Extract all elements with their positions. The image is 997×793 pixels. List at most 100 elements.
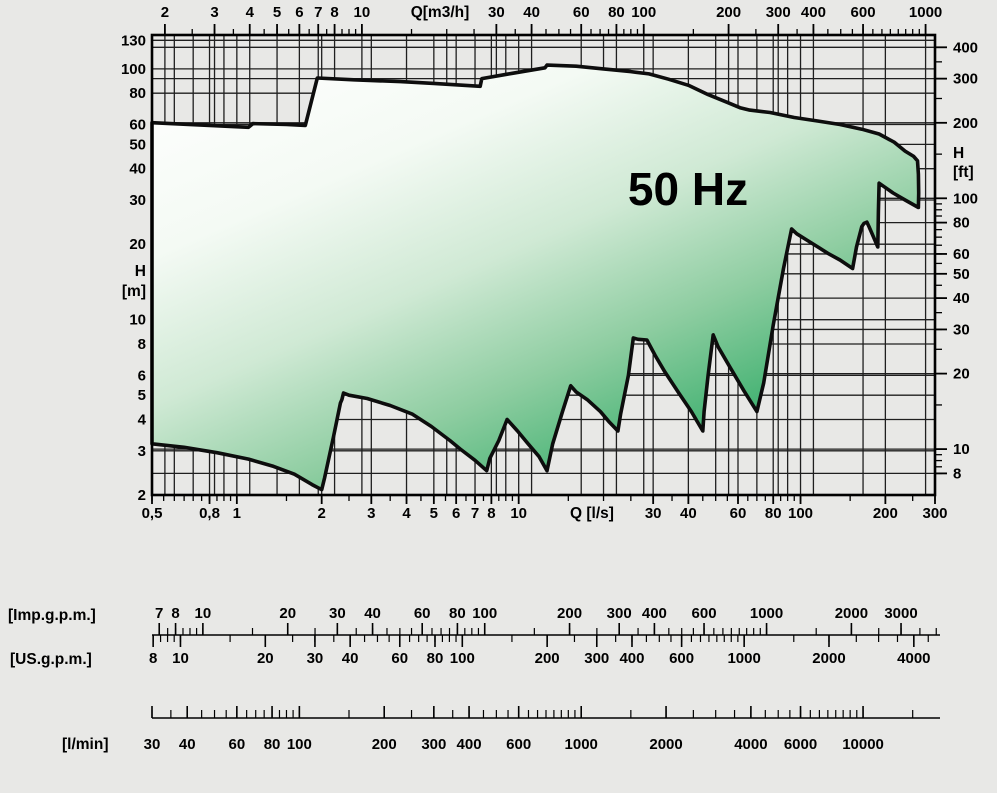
scale-label-imp-gpm: [Imp.g.p.m.] xyxy=(8,607,96,624)
tick-label: 100 xyxy=(121,61,146,78)
tick-label: 30 xyxy=(953,321,970,338)
tick-label: 100 xyxy=(953,190,978,207)
tick-label: 40 xyxy=(953,290,970,307)
tick-label: 10 xyxy=(354,4,371,21)
tick-label: 7 xyxy=(314,4,322,21)
tick-label: 5 xyxy=(430,505,438,522)
tick-label: 10 xyxy=(129,312,146,329)
tick-label: 20 xyxy=(129,236,146,253)
tick-label: 4 xyxy=(138,412,147,429)
axis-right: 8 10 20 30 40 50 60 80 100 200 300 400 H [ft] xyxy=(935,39,978,482)
tick-label: 4 xyxy=(402,505,411,522)
tick-label: 30 xyxy=(129,192,146,209)
tick-label: 80 xyxy=(953,215,970,232)
tick-label: 3 xyxy=(210,4,218,21)
axis-label-q-m3h: Q[m3/h] xyxy=(411,4,470,21)
tick-label: 600 xyxy=(692,605,717,622)
tick-label: 2000 xyxy=(835,605,868,622)
tick-label: 30 xyxy=(144,736,161,753)
tick-label: 100 xyxy=(472,605,497,622)
tick-label: 300 xyxy=(953,71,978,88)
axis-label-q-ls: Q [l/s] xyxy=(570,505,614,522)
tick-label: 8 xyxy=(171,605,179,622)
tick-label: 1000 xyxy=(750,605,783,622)
tick-label: 1000 xyxy=(909,4,942,21)
tick-label: 100 xyxy=(287,736,312,753)
tick-label: 30 xyxy=(329,605,346,622)
tick-label: 80 xyxy=(765,505,782,522)
axis-label-h-m: H xyxy=(135,263,146,280)
tick-label: 4 xyxy=(246,4,255,21)
tick-label: 200 xyxy=(953,115,978,132)
gpm-ruler: 7 8 10 20 30 40 60 80 100 200 300 400 600 1000 2000 300… xyxy=(8,605,940,668)
tick-label: 10 xyxy=(195,605,212,622)
tick-label: 40 xyxy=(523,4,540,21)
tick-label: 20 xyxy=(257,650,274,667)
scale-label-us-gpm: [US.g.p.m.] xyxy=(10,651,92,668)
tick-label: 40 xyxy=(129,161,146,178)
tick-label: 8 xyxy=(330,4,338,21)
tick-label: 10000 xyxy=(842,736,884,753)
axis-label-h-ft: [ft] xyxy=(953,164,974,181)
tick-label: 8 xyxy=(138,336,146,353)
tick-label: 8 xyxy=(953,465,961,482)
tick-label: 50 xyxy=(953,266,970,283)
axis-top: 2 3 4 5 6 7 8 10 30 40 60 80 100 200 300 400 600 1000 Q[m3… xyxy=(161,4,942,35)
tick-label: 400 xyxy=(642,605,667,622)
tick-label: 7 xyxy=(471,505,479,522)
tick-label: 40 xyxy=(342,650,359,667)
tick-label: 600 xyxy=(506,736,531,753)
tick-label: 40 xyxy=(179,736,196,753)
tick-label: 60 xyxy=(953,246,970,263)
tick-label: 6000 xyxy=(784,736,817,753)
tick-label: 1 xyxy=(233,505,241,522)
tick-label: 300 xyxy=(922,505,947,522)
tick-label: 30 xyxy=(645,505,662,522)
tick-label: 1000 xyxy=(565,736,598,753)
tick-label: 20 xyxy=(279,605,296,622)
tick-label: 10 xyxy=(172,650,189,667)
chart-border xyxy=(150,33,937,497)
tick-label: 6 xyxy=(295,4,303,21)
tick-label: 5 xyxy=(138,387,146,404)
tick-label: 40 xyxy=(364,605,381,622)
tick-label: 4000 xyxy=(734,736,767,753)
tick-label: 400 xyxy=(619,650,644,667)
tick-label: 8 xyxy=(149,650,157,667)
tick-label: 60 xyxy=(129,117,146,134)
tick-label: 2 xyxy=(138,487,146,504)
scale-label-l-min: [l/min] xyxy=(62,736,109,753)
tick-label: 60 xyxy=(391,650,408,667)
coverage-envelope xyxy=(150,63,921,492)
tick-label: 300 xyxy=(584,650,609,667)
tick-label: 5 xyxy=(273,4,281,21)
tick-label: 80 xyxy=(129,85,146,102)
tick-label: 4000 xyxy=(897,650,930,667)
frequency-label: 50 Hz xyxy=(628,163,748,215)
tick-label: 200 xyxy=(372,736,397,753)
tick-label: 100 xyxy=(631,4,656,21)
tick-label: 50 xyxy=(129,136,146,153)
tick-label: 60 xyxy=(414,605,431,622)
tick-label: 200 xyxy=(716,4,741,21)
tick-label: 600 xyxy=(669,650,694,667)
tick-label: 80 xyxy=(608,4,625,21)
tick-label: 2000 xyxy=(812,650,845,667)
tick-label: 200 xyxy=(873,505,898,522)
axis-left: 2 3 4 5 6 8 10 20 30 40 50 60 80 100 130 H [m] xyxy=(121,32,147,504)
tick-label: 60 xyxy=(228,736,245,753)
axis-label-h-ft: H xyxy=(953,145,964,162)
tick-label: 60 xyxy=(730,505,747,522)
tick-label: 60 xyxy=(573,4,590,21)
tick-label: 400 xyxy=(801,4,826,21)
tick-label: 10 xyxy=(510,505,527,522)
axis-bottom: 0,5 0,8 1 2 3 4 5 6 7 8 10 30 40 60 80 100 200 300 Q [l/s] xyxy=(142,495,948,522)
tick-label: 200 xyxy=(535,650,560,667)
lmin-ruler: 30 40 60 80 100 200 300 400 600 1000 2000 4000 6000 1… xyxy=(62,706,940,753)
tick-label: 200 xyxy=(557,605,582,622)
tick-label: 3 xyxy=(138,443,146,460)
tick-label: 3 xyxy=(367,505,375,522)
tick-label: 0,8 xyxy=(199,505,220,522)
